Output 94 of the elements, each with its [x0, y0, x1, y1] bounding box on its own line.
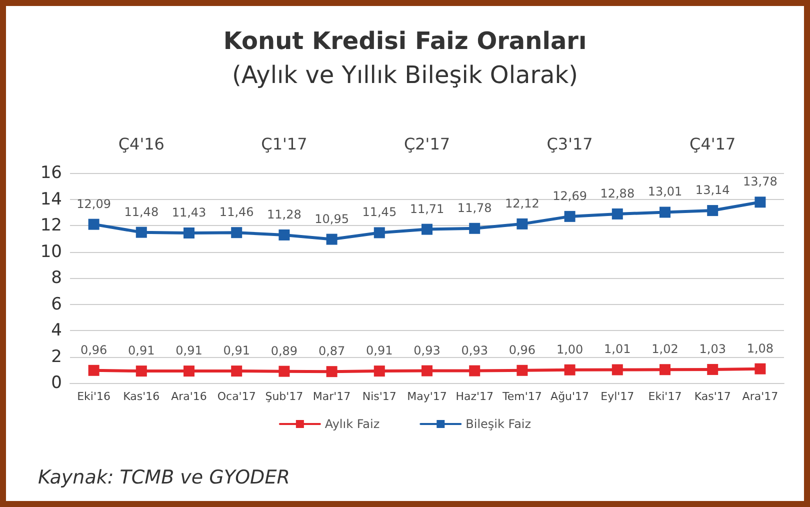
- data-label: 0,96: [80, 342, 108, 357]
- data-label: 11,43: [172, 205, 206, 220]
- data-label: 11,78: [457, 200, 492, 215]
- data-label: 12,12: [505, 196, 540, 210]
- point: [469, 222, 480, 234]
- data-label: 10,95: [314, 212, 349, 226]
- point: [754, 196, 766, 208]
- x-tick-label: Ara'16: [171, 390, 207, 403]
- text: Ç2'17: [404, 134, 450, 154]
- data-label: 11,46: [219, 205, 254, 220]
- data-label: 0,87: [318, 344, 346, 358]
- y-tick-label: 16: [40, 163, 62, 183]
- data-label: 11,71: [410, 202, 444, 216]
- y-tick-label: 6: [51, 294, 62, 314]
- point: [374, 227, 385, 238]
- data-label: 11,45: [362, 205, 397, 220]
- legend-label: Bileşik Faiz: [466, 417, 532, 431]
- data-label: 0,91: [176, 344, 202, 358]
- x-tick-label: Haz'17: [456, 390, 494, 403]
- y-tick-label: 4: [51, 320, 62, 340]
- text: Kaynak: TCMB ve GYODER: [38, 466, 290, 488]
- point: [564, 364, 576, 376]
- point: [88, 364, 100, 376]
- data-label: 0,89: [270, 344, 298, 358]
- point: [707, 205, 718, 216]
- point: [231, 227, 242, 238]
- y-tick-label: 14: [40, 189, 62, 210]
- data-label: 11,48: [124, 204, 159, 219]
- point: [184, 227, 194, 238]
- x-tick-label: Oca'17: [217, 390, 256, 403]
- data-label: 11,28: [267, 207, 302, 222]
- point: [184, 366, 194, 377]
- point: [136, 226, 147, 238]
- point: [326, 234, 338, 245]
- x-tick-label: Ara'17: [742, 390, 778, 403]
- data-label: 1,02: [652, 342, 678, 356]
- point: [231, 366, 242, 377]
- data-label: 13,01: [648, 184, 682, 199]
- x-tick-label: Eki'17: [648, 390, 682, 403]
- point: [422, 365, 432, 376]
- point: [278, 366, 290, 377]
- data-label: 0,93: [461, 343, 488, 358]
- data-label: 1,08: [746, 341, 774, 356]
- text: Ç1'17: [261, 134, 308, 154]
- x-tick-label: Eki'16: [77, 390, 111, 403]
- data-label: 0,93: [414, 343, 440, 358]
- data-label: 12,69: [552, 188, 587, 203]
- x-tick-label: Nis'17: [362, 390, 396, 403]
- data-label: 0,91: [223, 344, 250, 358]
- x-tick-label: Tem'17: [502, 390, 542, 403]
- y-tick-label: 8: [51, 268, 62, 288]
- point: [136, 366, 147, 377]
- point: [707, 364, 718, 375]
- point: [564, 210, 576, 222]
- chart-subtitle: (Aylık ve Yıllık Bileşik Olarak): [232, 61, 578, 89]
- point: [326, 366, 338, 378]
- point: [660, 206, 670, 218]
- x-tick-label: Ağu'17: [550, 390, 590, 403]
- point: [516, 218, 528, 230]
- data-label: 1,00: [556, 342, 584, 356]
- point: [88, 218, 100, 230]
- x-tick-label: Kas'16: [123, 390, 160, 403]
- data-label: 0,91: [128, 344, 155, 358]
- y-tick-label: 10: [40, 242, 62, 262]
- y-tick-label: 2: [51, 346, 62, 367]
- data-label: 13,78: [743, 174, 778, 189]
- point: [754, 363, 766, 374]
- y-tick-label: 0: [51, 373, 62, 393]
- x-tick-label: Eyl'17: [600, 390, 634, 403]
- x-tick-label: Şub'17: [265, 390, 304, 403]
- text: Ç3'17: [546, 134, 593, 154]
- data-label: 0,91: [366, 344, 393, 358]
- y-tick-label: 12: [40, 216, 62, 236]
- x-tick-label: Kas'17: [694, 390, 731, 403]
- point: [469, 365, 480, 376]
- point: [278, 229, 290, 240]
- point: [660, 364, 670, 376]
- chart-title: Konut Kredisi Faiz Oranları: [223, 27, 587, 55]
- text: Ç4'16: [118, 134, 164, 154]
- data-label: 12,88: [600, 186, 635, 200]
- point: [612, 364, 623, 376]
- data-label: 1,03: [699, 342, 726, 356]
- point: [516, 364, 528, 376]
- point: [374, 366, 385, 377]
- point: [612, 208, 623, 220]
- data-label: 13,14: [695, 183, 730, 198]
- data-label: 1,01: [604, 342, 631, 356]
- data-label: 0,96: [508, 342, 536, 357]
- x-tick-label: May'17: [407, 390, 447, 403]
- point: [422, 224, 432, 235]
- text: Ç4'17: [690, 134, 736, 154]
- x-tick-label: Mar'17: [312, 390, 351, 403]
- legend-label: Aylık Faiz: [324, 417, 380, 431]
- data-label: 12,09: [76, 196, 111, 211]
